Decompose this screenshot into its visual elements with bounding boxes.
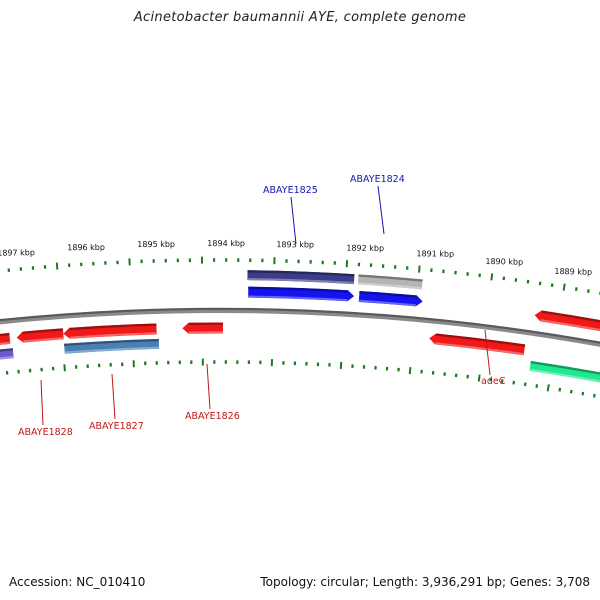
major-tick	[546, 384, 550, 392]
gene-label: ABAYE1824	[350, 174, 405, 185]
kbp-label: 1891 kbp	[416, 249, 454, 259]
gene-abaye1828	[16, 328, 64, 343]
gene-shine	[247, 278, 354, 284]
kbp-label: 1896 kbp	[67, 243, 105, 252]
gene-label: ABAYE1828	[18, 427, 73, 438]
minor-tick	[586, 289, 590, 293]
gene-leader-line	[40, 379, 44, 426]
gene-edge	[541, 310, 600, 323]
kbp-label: 1893 kbp	[276, 240, 314, 249]
kbp-label: 1889 kbp	[554, 267, 592, 277]
minor-tick	[569, 389, 573, 394]
minor-tick	[592, 393, 596, 398]
kbp-label: 1897 kbp	[0, 248, 35, 258]
minor-tick	[538, 281, 542, 286]
gene-abaye1826	[182, 322, 224, 334]
gene-body	[182, 322, 223, 334]
gene-body	[534, 310, 600, 332]
gene-leader-line	[290, 196, 297, 245]
gene-purple-edge	[0, 348, 14, 360]
gene-leader-line	[111, 373, 116, 420]
gene-body	[429, 333, 526, 356]
backbone-edge	[0, 307, 600, 345]
gene-green-edge	[529, 360, 600, 383]
major-tick	[562, 283, 566, 291]
gene-abaye1827	[63, 323, 157, 339]
gene-shine	[248, 295, 348, 302]
gene-label: ABAYE1827	[89, 421, 144, 432]
gene-shine	[64, 346, 160, 354]
gene-abaye1827-track2	[64, 338, 160, 354]
gene-leader-line	[484, 329, 491, 376]
gene-abaye1824-track2	[357, 274, 423, 290]
accession-text: Accession: NC_010410	[9, 575, 146, 589]
minor-tick	[574, 287, 578, 291]
kbp-label: 1895 kbp	[137, 240, 175, 249]
gene-shine	[69, 332, 157, 339]
gene-shine	[0, 355, 14, 360]
gene-shine	[23, 337, 64, 343]
gene-label: ABAYE1825	[263, 185, 318, 196]
minor-tick	[558, 387, 562, 392]
gene-shine	[529, 368, 600, 383]
gene-shine	[540, 319, 600, 331]
gene-edge	[248, 286, 348, 293]
gene-label: adeC	[481, 376, 506, 387]
gene-adec	[429, 333, 526, 356]
minor-tick	[550, 283, 554, 288]
gene-shine	[357, 282, 422, 290]
kbp-label: 1894 kbp	[207, 239, 245, 248]
major-tick	[63, 364, 66, 372]
gene-abaye1824	[358, 290, 423, 307]
minor-tick	[523, 382, 527, 387]
gene-edge	[359, 291, 417, 298]
gene-shine	[358, 299, 416, 307]
backbone-line	[0, 310, 600, 347]
major-tick	[408, 367, 412, 375]
major-tick	[477, 374, 481, 382]
gene-right-edge	[534, 310, 600, 332]
gene-edge	[530, 361, 600, 375]
gene-edge	[22, 328, 64, 334]
inner-tick-ring	[5, 358, 596, 398]
gene-abaye1825	[248, 286, 355, 302]
kbp-label: 1892 kbp	[346, 244, 384, 253]
gene-edge	[0, 333, 10, 337]
gene-edge	[358, 274, 423, 282]
gene-abaye1825-track2	[247, 270, 355, 285]
kbp-label: 1890 kbp	[485, 257, 523, 267]
major-tick	[55, 262, 59, 270]
gene-label: ABAYE1826	[185, 411, 240, 422]
gene-shine	[434, 342, 524, 356]
gene-edge	[247, 270, 355, 277]
gene-edge	[69, 323, 157, 331]
gene-abaye1828-edge	[0, 332, 11, 345]
gene-edge	[435, 333, 526, 347]
gene-shine	[0, 341, 11, 345]
outer-tick-ring	[7, 256, 600, 295]
minor-tick	[581, 391, 585, 396]
map-title: Acinetobacter baumannii AYE, complete ge…	[133, 10, 467, 25]
gene-body	[0, 332, 11, 345]
gene-edge	[64, 339, 159, 346]
major-tick	[418, 265, 421, 273]
gene-leader-line	[377, 185, 385, 235]
gene-leader-line	[206, 363, 211, 410]
minor-tick	[535, 384, 539, 388]
gene-edge	[0, 348, 14, 352]
major-tick	[490, 273, 494, 281]
topology-summary: Topology: circular; Length: 3,936,291 bp…	[260, 575, 590, 589]
